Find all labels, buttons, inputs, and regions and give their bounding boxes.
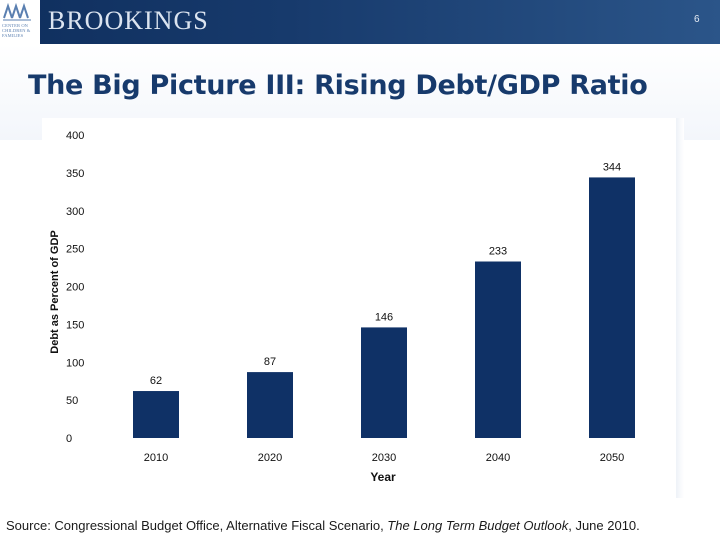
brookings-logo: CENTER ON CHILDREN & FAMILIES xyxy=(0,0,40,44)
x-tick-label: 2020 xyxy=(258,452,282,464)
source-prefix: Source: Congressional Budget Office, Alt… xyxy=(6,518,388,533)
y-axis-label: Debt as Percent of GDP xyxy=(49,230,61,353)
bar-chart-svg: Debt as Percent of GDP Year 0 50 100 150 200… xyxy=(49,130,635,484)
chart: Debt as Percent of GDP Year 0 50 100 150 200… xyxy=(42,118,678,498)
data-label: 62 xyxy=(150,375,162,387)
x-tick-label: 2050 xyxy=(600,452,624,464)
y-tick-label: 150 xyxy=(66,319,84,331)
y-tick-label: 400 xyxy=(66,130,84,142)
y-tick-label: 350 xyxy=(66,168,84,180)
chart-edge-shadow xyxy=(676,118,684,498)
bar-2020 xyxy=(247,372,293,438)
source-title: The Long Term Budget Outlook xyxy=(387,518,569,533)
x-tick-label: 2040 xyxy=(486,452,510,464)
header-bar: CENTER ON CHILDREN & FAMILIES BROOKINGS … xyxy=(0,0,720,44)
data-label: 146 xyxy=(375,311,393,323)
x-tick-label: 2010 xyxy=(144,452,168,464)
logo-text: CENTER ON CHILDREN & FAMILIES xyxy=(2,23,31,38)
bar-2030 xyxy=(361,327,407,438)
y-tick-label: 250 xyxy=(66,244,84,256)
source-suffix: , June 2010. xyxy=(568,518,640,533)
bar-2010 xyxy=(133,391,179,438)
slide-title: The Big Picture III: Rising Debt/GDP Rat… xyxy=(28,70,648,101)
bar-2050 xyxy=(589,177,635,439)
logo-waves-icon xyxy=(3,2,31,21)
source-note: Source: Congressional Budget Office, Alt… xyxy=(6,518,640,533)
bar-2040 xyxy=(475,261,521,438)
x-tick-label: 2030 xyxy=(372,452,396,464)
y-tick-label: 300 xyxy=(66,206,84,218)
data-label: 233 xyxy=(489,246,507,258)
data-label: 344 xyxy=(603,161,621,173)
x-axis-label: Year xyxy=(370,470,396,484)
y-tick-label: 0 xyxy=(66,433,72,445)
brand-name: BROOKINGS xyxy=(48,6,209,35)
y-tick-label: 200 xyxy=(66,282,84,294)
data-label: 87 xyxy=(264,356,276,368)
slide-number: 6 xyxy=(694,14,700,25)
y-tick-label: 100 xyxy=(66,357,84,369)
y-tick-label: 50 xyxy=(66,395,78,407)
